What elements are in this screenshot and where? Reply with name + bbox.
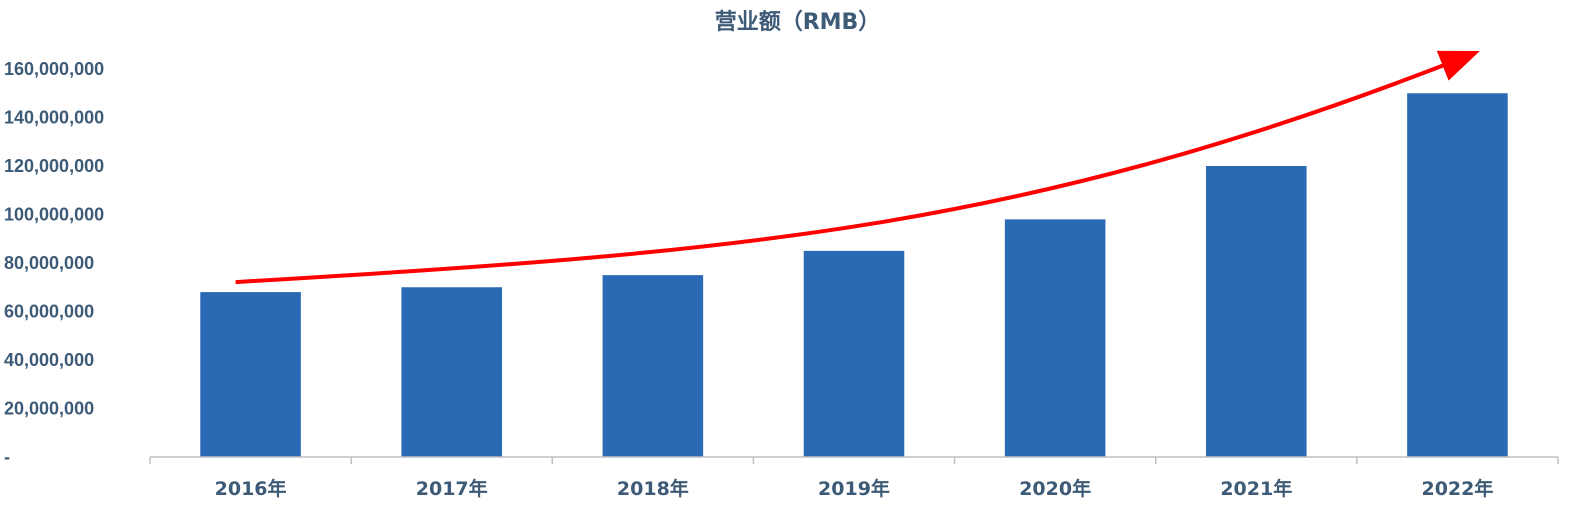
x-tick-label: 2022年 <box>1421 477 1493 500</box>
x-tick-label: 2018年 <box>617 477 689 500</box>
x-tick-label: 2017年 <box>416 477 488 500</box>
bar <box>1407 93 1508 457</box>
bar <box>602 275 704 457</box>
chart-title: 营业额（RMB） <box>714 10 881 35</box>
y-tick-label: 100,000,000 <box>4 205 104 225</box>
x-tick-label: 2016年 <box>215 477 287 500</box>
y-tick-label: 20,000,000 <box>4 399 94 419</box>
y-tick-label: 80,000,000 <box>4 253 94 273</box>
x-tick-label: 2020年 <box>1019 477 1091 500</box>
y-tick-label: 140,000,000 <box>4 108 104 128</box>
bar <box>1206 166 1307 457</box>
y-tick-label: 40,000,000 <box>4 350 94 370</box>
bar <box>1004 219 1106 457</box>
bars-group <box>200 93 1508 457</box>
x-axis: 2016年 2017年 2018年 2019年 2020年 2021年 2022年 <box>149 457 1559 500</box>
bar <box>401 287 502 457</box>
trend-arrow <box>235 50 1480 285</box>
x-tick-label: 2021年 <box>1220 477 1292 500</box>
bar <box>803 250 905 457</box>
y-tick-label: 60,000,000 <box>4 302 94 322</box>
bar <box>200 292 301 457</box>
y-tick-label: 160,000,000 <box>4 59 104 79</box>
y-tick-label: - <box>4 447 10 467</box>
x-tick-label: 2019年 <box>818 477 890 500</box>
y-axis: - 20,000,000 40,000,000 60,000,000 80,000,00… <box>4 59 104 467</box>
y-tick-label: 120,000,000 <box>4 156 104 176</box>
